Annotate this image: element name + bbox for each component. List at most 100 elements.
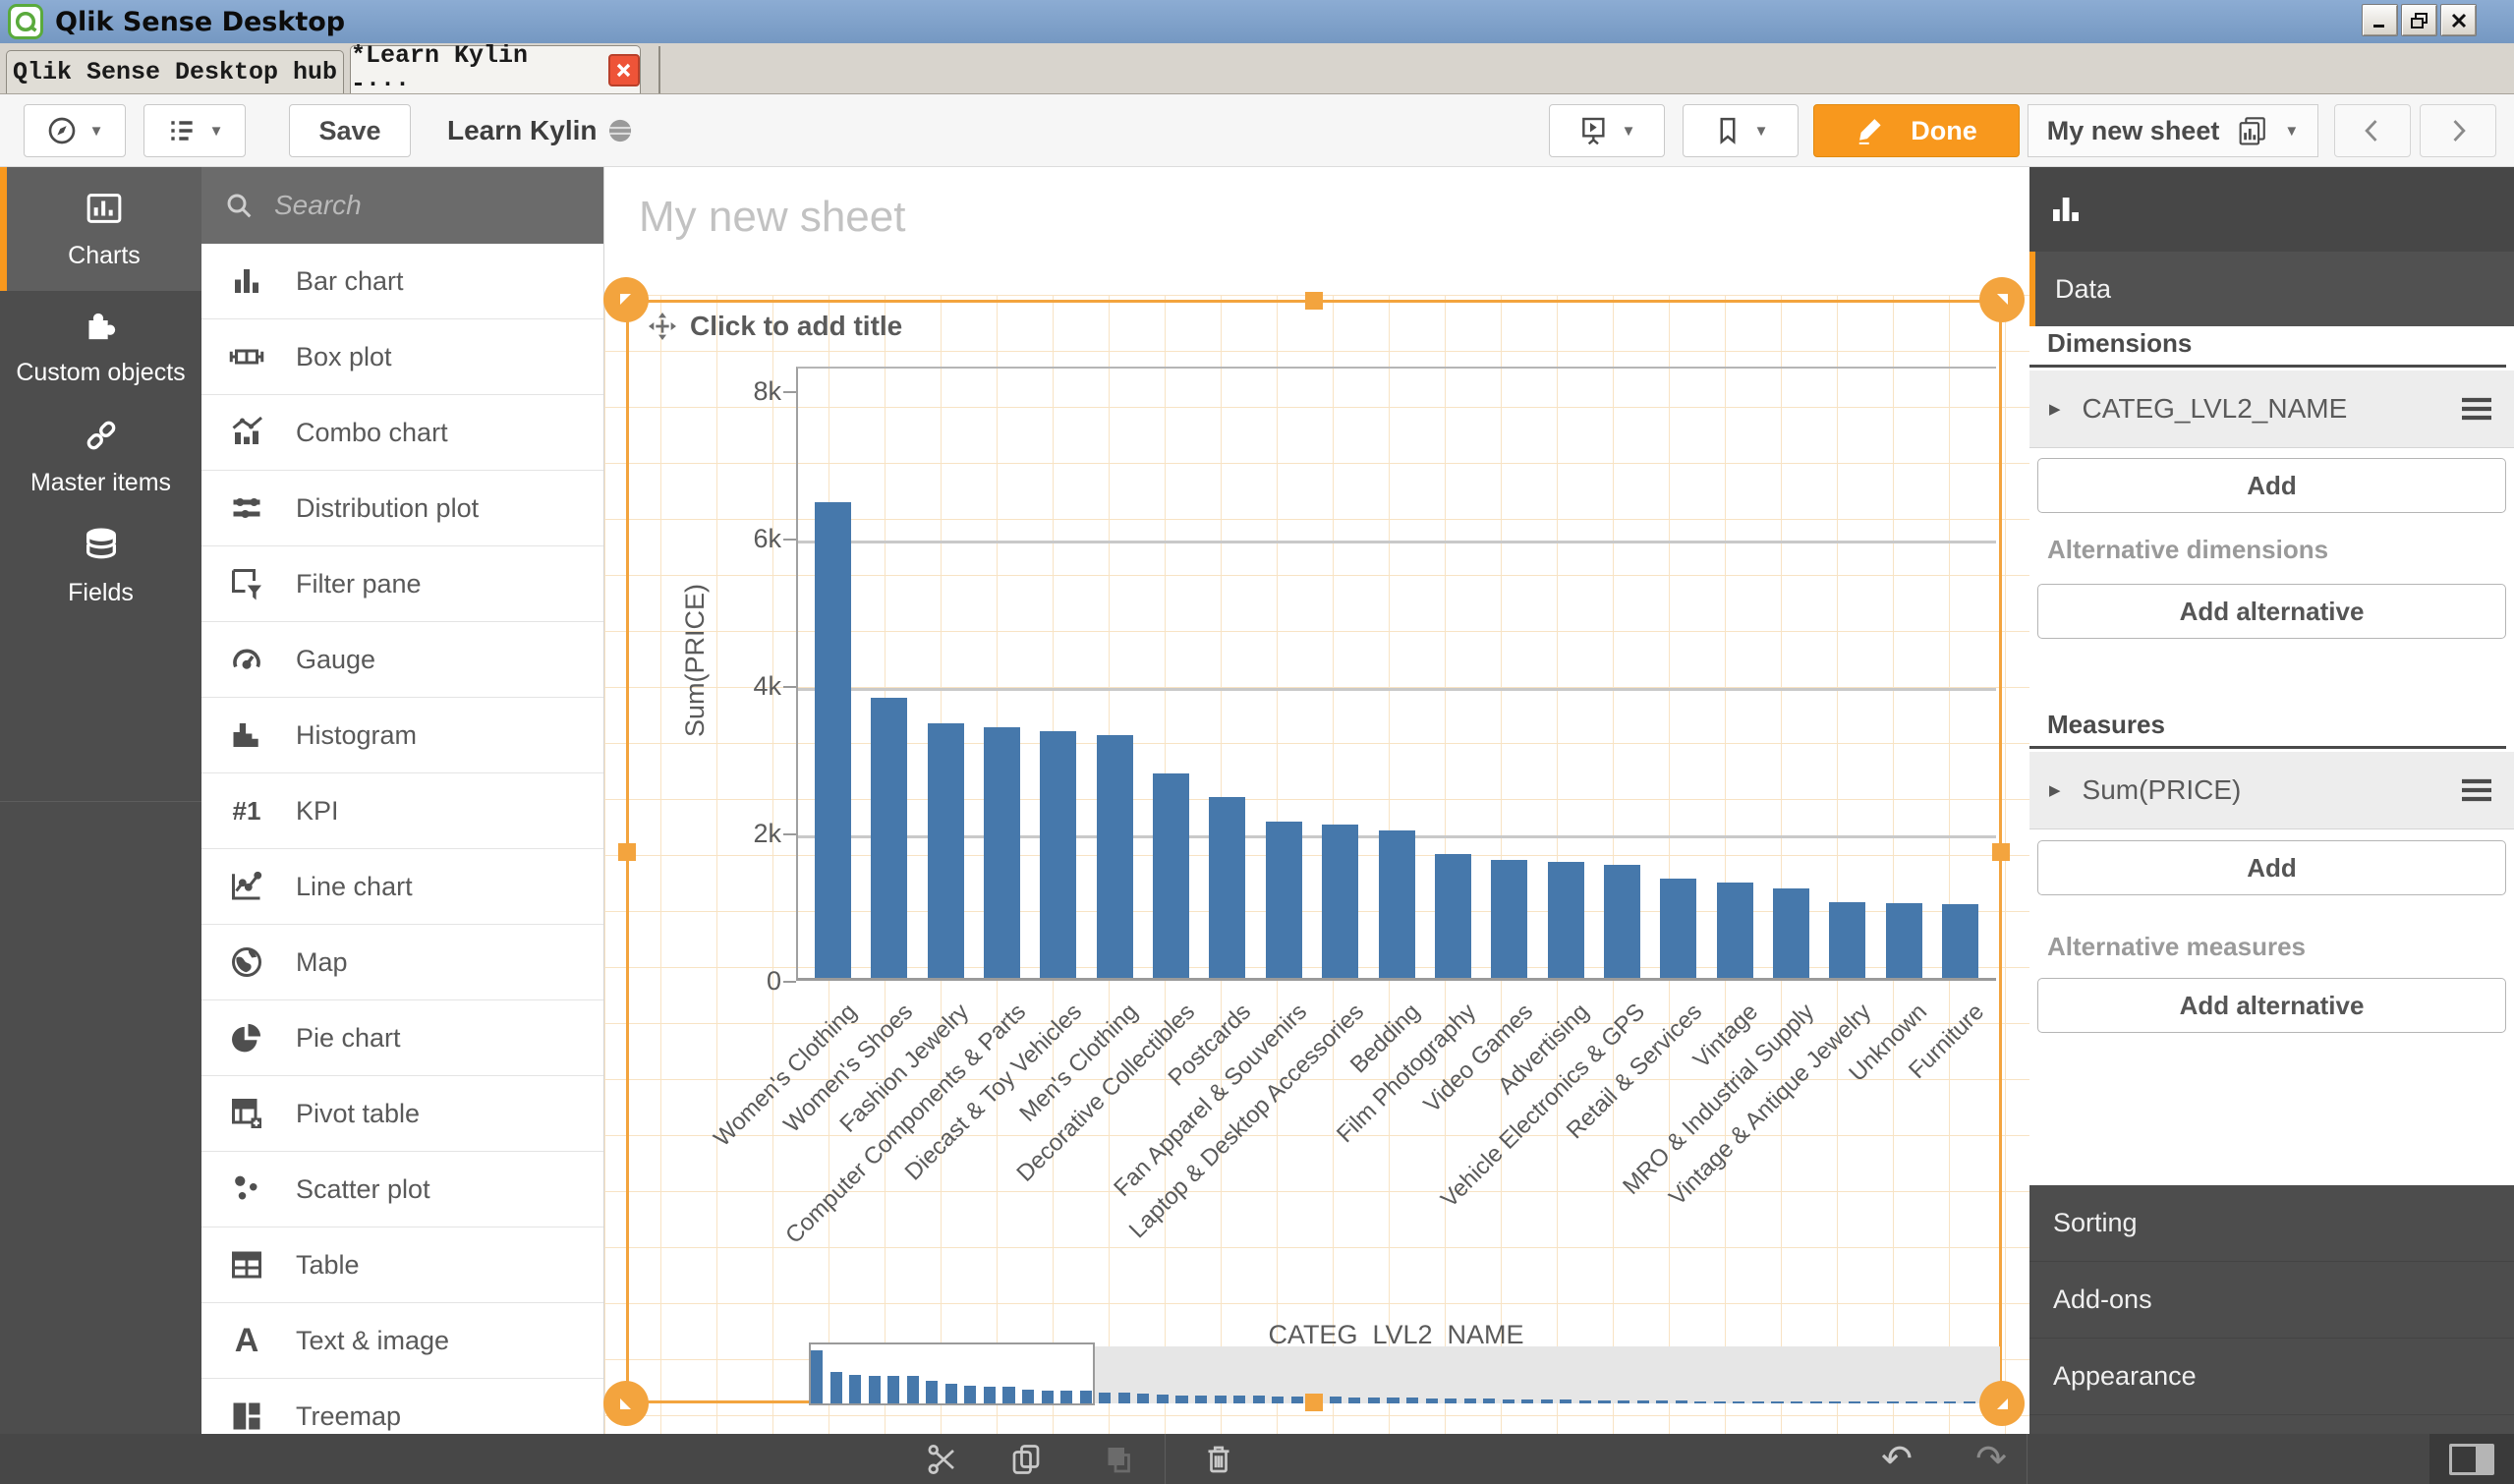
chart-type-filter-pane[interactable]: Filter pane bbox=[201, 546, 603, 622]
chart-type-line-chart[interactable]: Line chart bbox=[201, 849, 603, 925]
sidebar-item-fields[interactable]: Fields bbox=[0, 511, 201, 621]
bar-MRO & Industrial Supply[interactable] bbox=[1772, 888, 1809, 978]
resize-handle-left[interactable] bbox=[618, 842, 636, 861]
chart-type-bar-chart[interactable]: Bar chart bbox=[201, 244, 603, 319]
bar-Computer Components & Parts[interactable] bbox=[984, 727, 1021, 978]
bar-Postcards[interactable] bbox=[1209, 797, 1246, 978]
add-alternative-measure-button[interactable]: Add alternative bbox=[2037, 978, 2506, 1033]
chart-type-table[interactable]: Table bbox=[201, 1227, 603, 1303]
drag-handle-icon[interactable] bbox=[2459, 394, 2494, 424]
chart-type-gauge[interactable]: Gauge bbox=[201, 622, 603, 698]
minimize-button[interactable] bbox=[2362, 4, 2398, 36]
tab-hub[interactable]: Qlik Sense Desktop hub bbox=[6, 50, 344, 93]
restore-button[interactable] bbox=[2401, 4, 2437, 36]
measure-name: Sum(PRICE) bbox=[2082, 774, 2242, 805]
selected-bar-chart-object[interactable]: Click to add title Sum(PRICE) 0 2k 4k 6k 8k … bbox=[603, 277, 2025, 1426]
next-sheet-button[interactable] bbox=[2420, 104, 2496, 157]
chart-type-text-image[interactable]: A Text & image bbox=[201, 1303, 603, 1379]
toggle-properties-panel-icon[interactable] bbox=[2449, 1443, 2494, 1475]
sheet-title[interactable]: My new sheet bbox=[639, 193, 906, 241]
chart-type-kpi[interactable]: #1 KPI bbox=[201, 773, 603, 849]
navigation-menu-button[interactable]: ▼ bbox=[24, 104, 126, 157]
resize-handle-bottom-right[interactable] bbox=[1979, 1381, 2025, 1426]
bar-Fan Apparel & Souvenirs[interactable] bbox=[1265, 822, 1302, 978]
navigator-bar bbox=[1194, 1395, 1208, 1403]
chart-type-treemap[interactable]: Treemap bbox=[201, 1379, 603, 1434]
search-input[interactable] bbox=[272, 189, 547, 222]
delete-button[interactable] bbox=[1201, 1442, 1236, 1477]
resize-handle-top[interactable] bbox=[1305, 292, 1323, 310]
add-dimension-button[interactable]: Add bbox=[2037, 458, 2506, 513]
section-add-ons[interactable]: Add-ons bbox=[2029, 1262, 2514, 1339]
previous-sheet-button[interactable] bbox=[2334, 104, 2411, 157]
add-alternative-dimension-button[interactable]: Add alternative bbox=[2037, 584, 2506, 639]
resize-handle-right[interactable] bbox=[1992, 842, 2010, 861]
treemap-icon bbox=[225, 1395, 268, 1434]
storytelling-button[interactable]: ▼ bbox=[1549, 104, 1665, 157]
chart-type-combo-chart[interactable]: Combo chart bbox=[201, 395, 603, 471]
section-appearance[interactable]: Appearance bbox=[2029, 1339, 2514, 1415]
resize-handle-bottom-left[interactable] bbox=[603, 1381, 649, 1426]
drag-handle-icon[interactable] bbox=[2459, 775, 2494, 805]
add-measure-button[interactable]: Add bbox=[2037, 840, 2506, 895]
chart-scroll-navigator[interactable] bbox=[809, 1342, 2000, 1405]
sidebar-item-custom-objects[interactable]: Custom objects bbox=[0, 291, 201, 401]
copy-button[interactable] bbox=[1008, 1442, 1044, 1477]
bar-Bedding[interactable] bbox=[1378, 830, 1415, 978]
cut-button[interactable] bbox=[924, 1442, 959, 1477]
properties-tab-data[interactable]: Data bbox=[2029, 252, 2514, 326]
bar-Fashion Jewelry[interactable] bbox=[927, 723, 964, 978]
bar-Diecast & Toy Vehicles[interactable] bbox=[1040, 730, 1077, 978]
chart-type-pivot-table[interactable]: Pivot table bbox=[201, 1076, 603, 1152]
bar-Unknown[interactable] bbox=[1885, 903, 1922, 978]
done-button[interactable]: Done bbox=[1813, 104, 2020, 157]
sidebar-item-master-items[interactable]: Master items bbox=[0, 401, 201, 511]
x-axis-labels: Women's Clothing Women's Shoes Fashion Jew… bbox=[709, 991, 1996, 1315]
combo-chart-icon bbox=[225, 411, 268, 454]
bar-Film Photography[interactable] bbox=[1434, 854, 1471, 978]
chart-type-histogram[interactable]: Histogram bbox=[201, 698, 603, 773]
bar-Women's Shoes[interactable] bbox=[871, 698, 908, 978]
chart-type-distribution-plot[interactable]: Distribution plot bbox=[201, 471, 603, 546]
sidebar-item-charts[interactable]: Charts bbox=[0, 167, 201, 291]
sheet-canvas[interactable]: My new sheet Click to add title Sum(PRIC… bbox=[603, 167, 2029, 1434]
chart-type-pie-chart[interactable]: Pie chart bbox=[201, 1000, 603, 1076]
bar-Women's Clothing[interactable] bbox=[815, 502, 851, 978]
dimension-item[interactable]: ▶ CATEG_LVL2_NAME bbox=[2029, 371, 2514, 448]
bar-Men's Clothing[interactable] bbox=[1096, 734, 1133, 978]
redo-button[interactable]: ↷ bbox=[1975, 1439, 2007, 1480]
chart-title-placeholder[interactable]: Click to add title bbox=[690, 311, 903, 341]
bookmarks-button[interactable]: ▼ bbox=[1683, 104, 1799, 157]
global-menu-button[interactable]: ▼ bbox=[143, 104, 246, 157]
resize-handle-top-right[interactable] bbox=[1979, 277, 2025, 322]
bar-Vehicle Electronics & GPS[interactable] bbox=[1603, 864, 1640, 978]
close-window-button[interactable] bbox=[2440, 4, 2477, 36]
expand-icon[interactable]: ▶ bbox=[2049, 782, 2061, 799]
save-button[interactable]: Save bbox=[289, 104, 411, 157]
measure-item[interactable]: ▶ Sum(PRICE) bbox=[2029, 752, 2514, 829]
bar-Furniture[interactable] bbox=[1942, 904, 1978, 978]
navigator-bar bbox=[1387, 1398, 1400, 1403]
paste-button[interactable] bbox=[1101, 1442, 1136, 1477]
bar-Vintage[interactable] bbox=[1716, 882, 1753, 978]
bar-Laptop & Desktop Accessories[interactable] bbox=[1322, 825, 1359, 978]
tab-close-button[interactable] bbox=[607, 53, 640, 86]
expand-icon[interactable]: ▶ bbox=[2049, 401, 2061, 418]
undo-button[interactable]: ↶ bbox=[1881, 1439, 1913, 1480]
bar-Retail & Services[interactable] bbox=[1660, 878, 1697, 978]
bar-Advertising[interactable] bbox=[1547, 862, 1584, 978]
bar-Video Games[interactable] bbox=[1491, 860, 1528, 978]
chart-type-map[interactable]: Map bbox=[201, 925, 603, 1000]
bar-Decorative Collectibles[interactable] bbox=[1153, 772, 1190, 978]
navigator-bar bbox=[1598, 1399, 1611, 1403]
resize-handle-top-left[interactable] bbox=[603, 277, 649, 322]
sheet-selector-button[interactable]: My new sheet ▼ bbox=[2028, 104, 2318, 157]
chart-title-row[interactable]: Click to add title bbox=[647, 311, 902, 342]
bar-Vintage & Antique Jewelry[interactable] bbox=[1829, 901, 1866, 978]
navigator-bar bbox=[1809, 1401, 1822, 1403]
chart-type-scatter-plot[interactable]: Scatter plot bbox=[201, 1152, 603, 1227]
chart-type-box-plot[interactable]: Box plot bbox=[201, 319, 603, 395]
tab-learn-kylin[interactable]: *Learn Kylin -··· bbox=[350, 41, 641, 98]
section-sorting[interactable]: Sorting bbox=[2029, 1185, 2514, 1262]
resize-handle-bottom[interactable] bbox=[1305, 1394, 1323, 1411]
